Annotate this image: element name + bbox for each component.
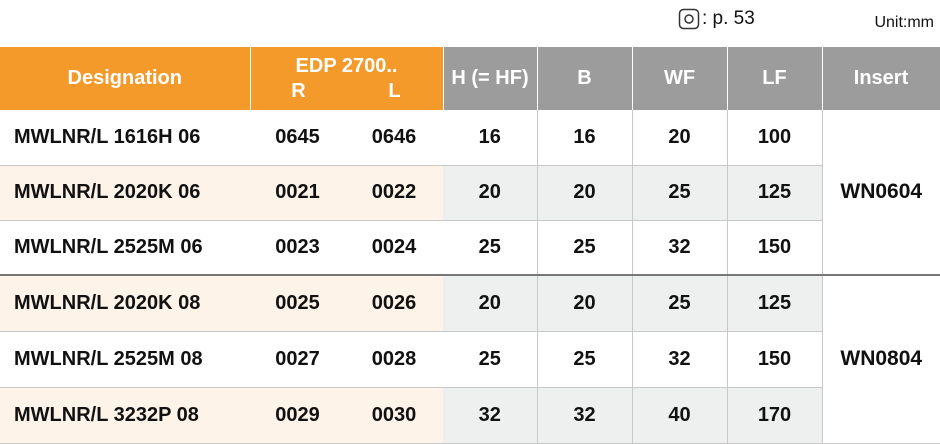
unit: Unit:mm <box>874 14 934 31</box>
table-cell: 0023 <box>250 220 345 276</box>
table-cell: 32 <box>632 220 728 276</box>
table-cell: 0028 <box>345 331 443 388</box>
table-cell: 125 <box>727 165 823 221</box>
top-bar: : p. 53 Unit:mm <box>0 0 940 47</box>
table-body: MWLNR/L 1616H 06 0645 0646 16 16 20 100 WN0604 M… <box>0 110 940 444</box>
table-cell: 25 <box>537 220 633 276</box>
table-cell: 0022 <box>345 165 443 221</box>
page-reference: : p. 53 <box>678 8 755 30</box>
table-cell: 25 <box>443 220 538 276</box>
table-cell: 150 <box>727 331 823 388</box>
table-cell: 0646 <box>345 110 443 166</box>
edp-sub-label: L <box>388 79 401 102</box>
table-cell: 170 <box>727 387 823 444</box>
page-ref-text: : p. 53 <box>702 8 755 29</box>
insert-icon <box>678 8 700 30</box>
table-cell: 25 <box>537 331 633 388</box>
header-cell: H (= HF) <box>443 47 538 110</box>
table-cell: 20 <box>443 274 538 332</box>
header-cell: Designation <box>0 47 251 110</box>
table-row: MWLNR/L 3232P 08 0029 0030 32 32 40 170 <box>0 387 940 444</box>
table-row: MWLNR/L 2525M 08 0027 0028 25 25 32 150 <box>0 331 940 388</box>
table-row: MWLNR/L 2020K 06 0021 0022 20 20 25 125 <box>0 165 940 221</box>
table-cell: 32 <box>632 331 728 388</box>
edp-title: EDP 2700.. <box>295 54 398 77</box>
header-row: Designation EDP 2700.. R L H (= HF) B WF LF Inse… <box>0 47 940 110</box>
table-row: MWLNR/L 2525M 06 0023 0024 25 25 32 150 <box>0 220 940 276</box>
table-cell: MWLNR/L 3232P 08 <box>0 387 250 444</box>
table-cell: 25 <box>632 274 728 332</box>
table-cell: 25 <box>443 331 538 388</box>
table-cell: 0024 <box>345 220 443 276</box>
table-cell: 150 <box>727 220 823 276</box>
edp-sub-label: R <box>291 79 306 102</box>
table-cell: 20 <box>537 165 633 221</box>
table-cell: 0026 <box>345 274 443 332</box>
header-cell: Insert <box>822 47 940 110</box>
table-cell: 32 <box>443 387 538 444</box>
table-cell: 40 <box>632 387 728 444</box>
product-table: Designation EDP 2700.. R L H (= HF) B WF LF Inse… <box>0 47 940 444</box>
table-cell: 0025 <box>250 274 345 332</box>
header-cell: EDP 2700.. R L <box>250 47 444 110</box>
table-cell: 100 <box>727 110 823 166</box>
table-row: MWLNR/L 2020K 08 0025 0026 20 20 25 125 WN0804 <box>0 274 940 444</box>
table-cell: MWLNR/L 2525M 06 <box>0 220 250 276</box>
table-row: MWLNR/L 1616H 06 0645 0646 16 16 20 100 WN0604 <box>0 110 940 276</box>
insert-cell: WN0604 <box>822 110 940 276</box>
edp-header: EDP 2700.. R L <box>251 55 443 103</box>
table-cell: 0029 <box>250 387 345 444</box>
header-cell: WF <box>632 47 728 110</box>
table-cell: 20 <box>443 165 538 221</box>
table-cell: MWLNR/L 2525M 08 <box>0 331 250 388</box>
table-cell: 16 <box>537 110 633 166</box>
table-cell: 125 <box>727 274 823 332</box>
table-cell: 0021 <box>250 165 345 221</box>
insert-cell: WN0804 <box>822 274 940 444</box>
table-cell: 0645 <box>250 110 345 166</box>
table-cell: MWLNR/L 1616H 06 <box>0 110 250 166</box>
table-cell: MWLNR/L 2020K 06 <box>0 165 250 221</box>
table-cell: 25 <box>632 165 728 221</box>
table-cell: 16 <box>443 110 538 166</box>
table-cell: MWLNR/L 2020K 08 <box>0 274 250 332</box>
header-cell: LF <box>727 47 823 110</box>
table-cell: 0027 <box>250 331 345 388</box>
table-cell: 20 <box>537 274 633 332</box>
table-cell: 0030 <box>345 387 443 444</box>
header-cell: B <box>537 47 633 110</box>
table-cell: 32 <box>537 387 633 444</box>
table-cell: 20 <box>632 110 728 166</box>
